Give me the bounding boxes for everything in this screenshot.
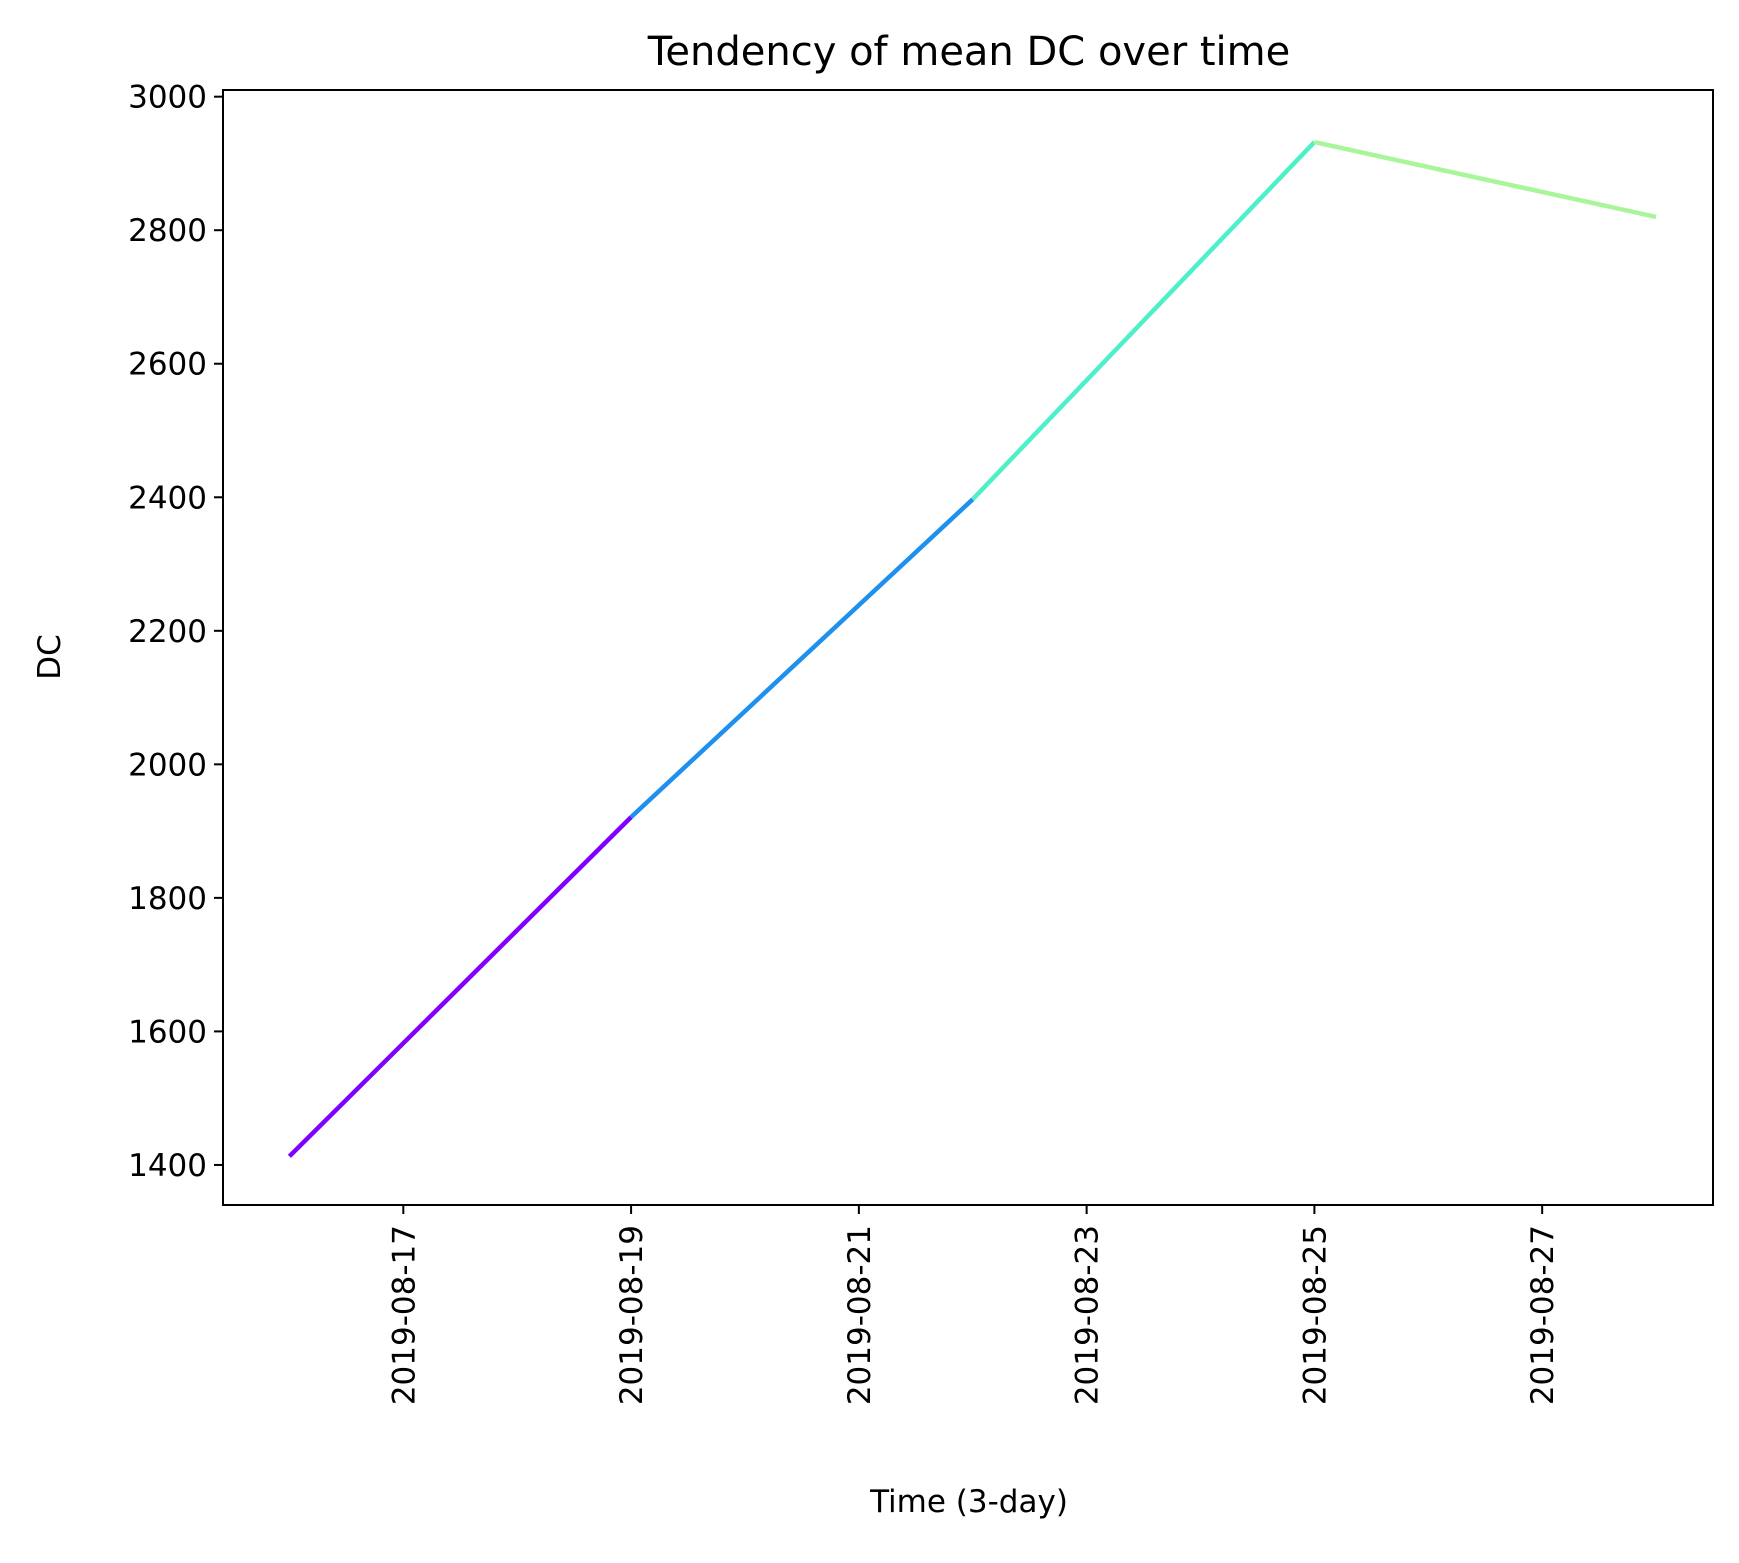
y-tick-label: 2200 [128,614,207,650]
x-tick-label: 2019-08-21 [842,1225,878,1405]
y-axis-label: DC [32,634,68,680]
y-tick-label: 1600 [128,1014,207,1050]
x-tick-label: 2019-08-23 [1070,1225,1106,1405]
chart-title: Tendency of mean DC over time [647,29,1290,75]
line-segment-3 [971,140,1317,501]
x-tick-label: 2019-08-19 [614,1225,650,1405]
y-tick-label: 1800 [128,881,207,917]
plot-frame [222,89,1714,1206]
x-axis: 2019-08-17 2019-08-19 2019-08-21 2019-08-23… [386,1205,1561,1405]
y-tick-label: 1400 [128,1148,207,1184]
line-segment-2 [629,497,975,819]
line-segment-1 [287,815,633,1158]
y-tick-label: 2600 [128,347,207,383]
plot-area [287,139,1657,1158]
x-tick-label: 2019-08-25 [1297,1225,1333,1405]
y-axis: 1400 1600 1800 2000 2200 2400 2600 2800 3000 [128,80,223,1184]
y-tick-label: 3000 [128,80,207,116]
x-tick-label: 2019-08-27 [1525,1225,1561,1405]
x-tick-label: 2019-08-17 [386,1225,422,1405]
y-tick-label: 2800 [128,213,207,249]
line-segment-4 [1313,139,1657,220]
y-tick-label: 2000 [128,747,207,783]
y-tick-label: 2400 [128,480,207,516]
x-axis-label: Time (3-day) [869,1484,1068,1520]
